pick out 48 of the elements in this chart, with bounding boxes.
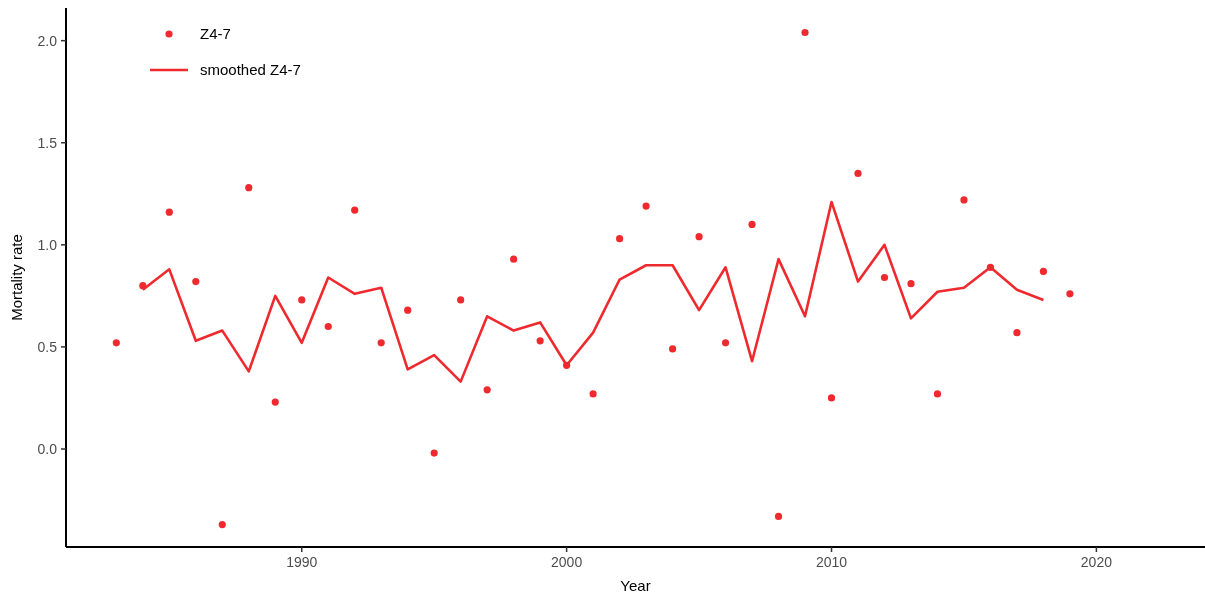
- point: [483, 386, 491, 394]
- point: [165, 208, 173, 216]
- point: [1039, 267, 1048, 275]
- point: [827, 394, 836, 402]
- point: [1013, 329, 1021, 337]
- point: [404, 306, 412, 314]
- y-tick-label: 0.5: [37, 338, 58, 355]
- point: [324, 322, 332, 331]
- point: [510, 255, 518, 263]
- point: [112, 339, 120, 347]
- point: [1066, 290, 1074, 298]
- point: [218, 520, 226, 529]
- point: [351, 206, 359, 214]
- x-tick-label: 2010: [815, 554, 848, 570]
- y-axis-title: Mortality rate: [8, 234, 25, 321]
- point: [298, 296, 306, 304]
- point: [960, 196, 968, 204]
- legend-label: Z4-7: [200, 25, 231, 43]
- point: [854, 169, 862, 177]
- y-tick-label: 2.0: [37, 32, 58, 49]
- point: [377, 339, 385, 347]
- point: [668, 345, 677, 353]
- y-tick-label: 1.0: [37, 236, 58, 253]
- point: [589, 390, 597, 398]
- x-axis-title: Year: [620, 577, 651, 594]
- point: [192, 277, 200, 286]
- point: [457, 296, 465, 304]
- point: [245, 184, 253, 192]
- x-tick-label: 2020: [1080, 554, 1113, 570]
- y-tick-label: 1.5: [37, 134, 58, 151]
- point: [907, 280, 915, 288]
- legend-label: smoothed Z4-7: [200, 61, 301, 79]
- point: [801, 28, 809, 37]
- line-series: [141, 200, 1045, 383]
- point: [695, 233, 703, 241]
- point: [430, 449, 438, 457]
- x-tick-label: 1990: [286, 554, 318, 570]
- point: [748, 220, 756, 229]
- point: [642, 202, 650, 210]
- y-tick-label: 0.0: [37, 440, 58, 457]
- point: [774, 512, 783, 520]
- point: [721, 339, 730, 347]
- point: [616, 235, 624, 243]
- point: [933, 390, 942, 398]
- point: [536, 337, 544, 345]
- point: [880, 273, 889, 282]
- point: [271, 398, 279, 406]
- x-tick-label: 2000: [551, 554, 583, 570]
